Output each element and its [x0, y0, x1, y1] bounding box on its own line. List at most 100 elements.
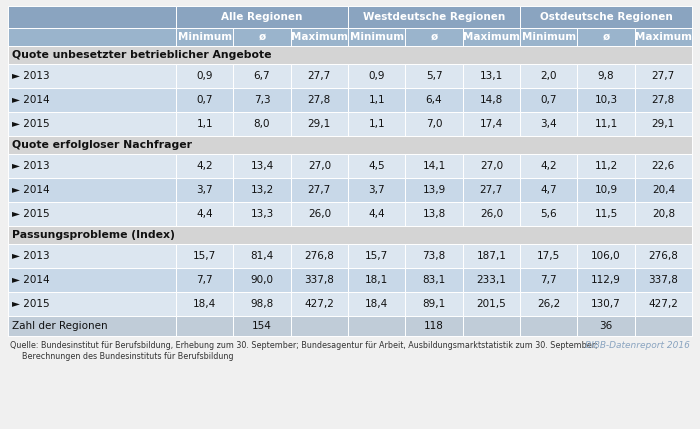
- Text: BIBB-Datenreport 2016: BIBB-Datenreport 2016: [585, 341, 690, 350]
- Bar: [348, 178, 405, 202]
- Text: 13,9: 13,9: [422, 185, 446, 195]
- Text: 4,2: 4,2: [540, 161, 557, 171]
- Text: Maximum: Maximum: [463, 32, 520, 42]
- Text: 4,7: 4,7: [540, 185, 557, 195]
- Text: 26,2: 26,2: [537, 299, 560, 309]
- Bar: [520, 202, 578, 226]
- Bar: [290, 64, 348, 88]
- Bar: [176, 268, 233, 292]
- Bar: [348, 202, 405, 226]
- Bar: [405, 292, 463, 316]
- Bar: [290, 244, 348, 268]
- Bar: [8, 316, 176, 336]
- Text: 13,4: 13,4: [251, 161, 274, 171]
- Text: 2,0: 2,0: [540, 71, 557, 81]
- Bar: [520, 88, 578, 112]
- Text: 7,0: 7,0: [426, 119, 442, 129]
- Text: 18,4: 18,4: [365, 299, 388, 309]
- Text: 29,1: 29,1: [308, 119, 331, 129]
- Bar: [635, 64, 692, 88]
- Text: 29,1: 29,1: [652, 119, 675, 129]
- Text: 427,2: 427,2: [648, 299, 678, 309]
- Bar: [405, 112, 463, 136]
- Bar: [463, 244, 520, 268]
- Text: 4,4: 4,4: [197, 209, 213, 219]
- Bar: [463, 88, 520, 112]
- Bar: [520, 292, 578, 316]
- Bar: [176, 292, 233, 316]
- Bar: [176, 316, 233, 336]
- Text: Quelle: Bundesinstitut für Berufsbildung, Erhebung zum 30. September; Bundesagen: Quelle: Bundesinstitut für Berufsbildung…: [10, 341, 598, 350]
- Bar: [463, 292, 520, 316]
- Bar: [405, 178, 463, 202]
- Bar: [233, 28, 290, 46]
- Text: 112,9: 112,9: [591, 275, 621, 285]
- Bar: [520, 268, 578, 292]
- Bar: [233, 64, 290, 88]
- Bar: [8, 6, 176, 28]
- Text: 187,1: 187,1: [477, 251, 506, 261]
- Text: 0,7: 0,7: [197, 95, 213, 105]
- Bar: [578, 88, 635, 112]
- Text: 1,1: 1,1: [368, 95, 385, 105]
- Bar: [290, 88, 348, 112]
- Bar: [405, 316, 463, 336]
- Bar: [348, 64, 405, 88]
- Text: ► 2014: ► 2014: [12, 185, 50, 195]
- Bar: [290, 112, 348, 136]
- Text: 337,8: 337,8: [648, 275, 678, 285]
- Bar: [233, 316, 290, 336]
- Text: 8,0: 8,0: [253, 119, 270, 129]
- Bar: [578, 244, 635, 268]
- Text: 20,8: 20,8: [652, 209, 675, 219]
- Text: Ostdeutsche Regionen: Ostdeutsche Regionen: [540, 12, 673, 22]
- Text: Westdeutsche Regionen: Westdeutsche Regionen: [363, 12, 505, 22]
- Bar: [233, 268, 290, 292]
- Bar: [290, 202, 348, 226]
- Bar: [578, 64, 635, 88]
- Text: 3,4: 3,4: [540, 119, 557, 129]
- Bar: [176, 244, 233, 268]
- Text: 27,7: 27,7: [652, 71, 675, 81]
- Text: ► 2014: ► 2014: [12, 275, 50, 285]
- Text: ø: ø: [430, 32, 438, 42]
- Bar: [520, 112, 578, 136]
- Bar: [8, 64, 176, 88]
- Text: Alle Regionen: Alle Regionen: [221, 12, 302, 22]
- Text: 20,4: 20,4: [652, 185, 675, 195]
- Bar: [8, 202, 176, 226]
- Text: 11,1: 11,1: [594, 119, 617, 129]
- Text: 83,1: 83,1: [422, 275, 446, 285]
- Text: ► 2015: ► 2015: [12, 299, 50, 309]
- Bar: [578, 112, 635, 136]
- Text: ► 2015: ► 2015: [12, 119, 50, 129]
- Text: 17,5: 17,5: [537, 251, 560, 261]
- Bar: [635, 244, 692, 268]
- Text: 27,8: 27,8: [652, 95, 675, 105]
- Text: 7,7: 7,7: [197, 275, 213, 285]
- Bar: [176, 64, 233, 88]
- Bar: [463, 64, 520, 88]
- Bar: [405, 64, 463, 88]
- Text: Minimum: Minimum: [522, 32, 575, 42]
- Text: 5,7: 5,7: [426, 71, 442, 81]
- Bar: [290, 154, 348, 178]
- Text: Quote erfolgloser Nachfrager: Quote erfolgloser Nachfrager: [12, 140, 192, 150]
- Bar: [405, 268, 463, 292]
- Text: 11,5: 11,5: [594, 209, 617, 219]
- Text: 154: 154: [252, 321, 272, 331]
- Text: 89,1: 89,1: [422, 299, 446, 309]
- Text: 3,7: 3,7: [368, 185, 385, 195]
- Text: 81,4: 81,4: [251, 251, 274, 261]
- Text: 0,7: 0,7: [540, 95, 557, 105]
- Text: 233,1: 233,1: [477, 275, 506, 285]
- Bar: [290, 178, 348, 202]
- Text: 9,8: 9,8: [598, 71, 615, 81]
- Bar: [348, 154, 405, 178]
- Bar: [635, 292, 692, 316]
- Bar: [635, 268, 692, 292]
- Bar: [520, 316, 578, 336]
- Text: 27,7: 27,7: [308, 185, 331, 195]
- Text: Berechnungen des Bundesinstituts für Berufsbildung: Berechnungen des Bundesinstituts für Ber…: [22, 352, 234, 361]
- Text: 15,7: 15,7: [193, 251, 216, 261]
